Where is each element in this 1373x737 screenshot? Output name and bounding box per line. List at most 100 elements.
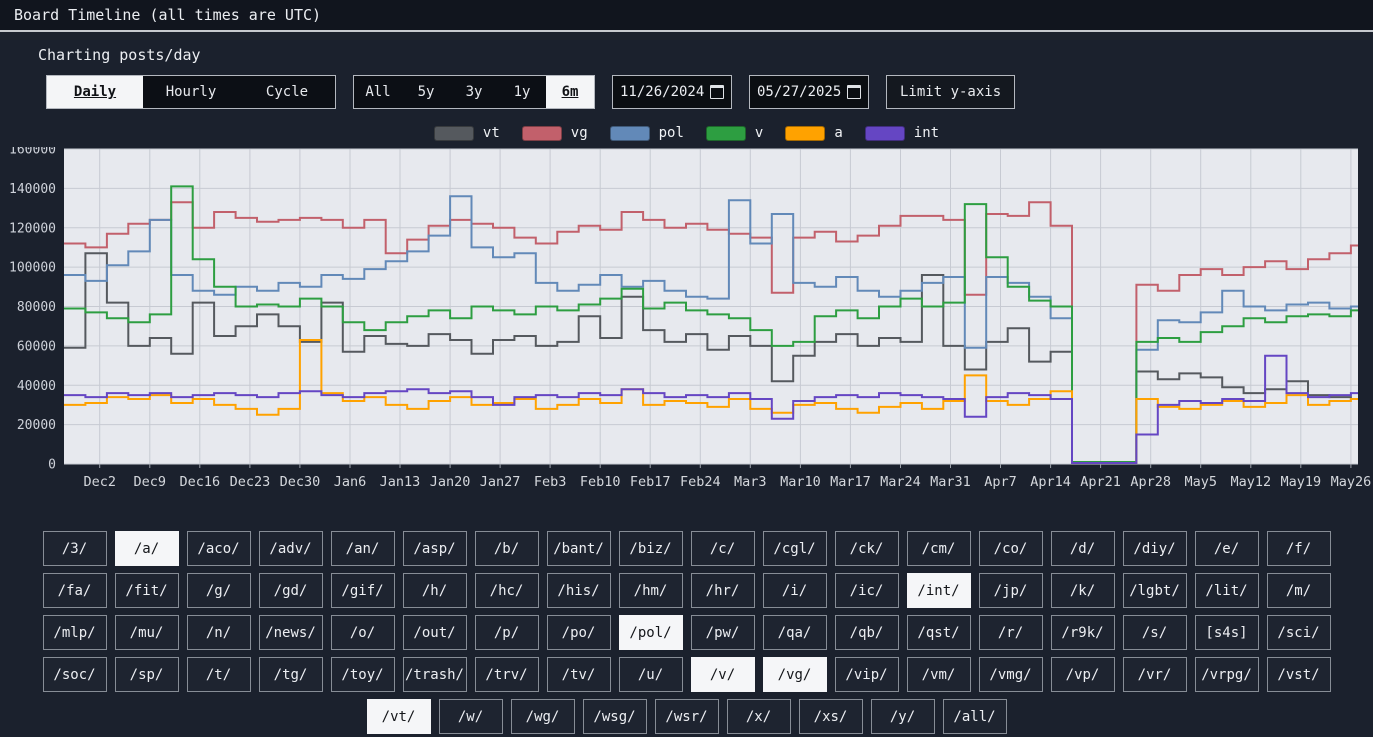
board-button-adv[interactable]: /adv/ <box>258 531 323 566</box>
calendar-icon[interactable] <box>847 85 861 99</box>
board-button-mlp[interactable]: /mlp/ <box>42 615 107 650</box>
board-button-qst[interactable]: /qst/ <box>906 615 971 650</box>
range-button-6m[interactable]: 6m <box>546 76 594 108</box>
board-button-g[interactable]: /g/ <box>186 573 251 608</box>
legend-item-v[interactable]: v <box>705 125 763 141</box>
board-button-p[interactable]: /p/ <box>474 615 539 650</box>
board-button-xs[interactable]: /xs/ <box>798 699 863 734</box>
board-button-v[interactable]: /v/ <box>690 657 755 692</box>
board-button-out[interactable]: /out/ <box>402 615 467 650</box>
board-button-trash[interactable]: /trash/ <box>402 657 467 692</box>
board-button-biz[interactable]: /biz/ <box>618 531 683 566</box>
board-button-o[interactable]: /o/ <box>330 615 395 650</box>
board-button-gd[interactable]: /gd/ <box>258 573 323 608</box>
board-button-diy[interactable]: /diy/ <box>1122 531 1187 566</box>
mode-button-cycle[interactable]: Cycle <box>265 84 309 100</box>
board-button-qa[interactable]: /qa/ <box>762 615 827 650</box>
range-button-1y[interactable]: 1y <box>513 84 531 100</box>
board-button-toy[interactable]: /toy/ <box>330 657 395 692</box>
board-button-hc[interactable]: /hc/ <box>474 573 539 608</box>
legend-item-pol[interactable]: pol <box>609 125 684 141</box>
board-button-ic[interactable]: /ic/ <box>834 573 899 608</box>
board-button-3[interactable]: /3/ <box>42 531 107 566</box>
board-button-t[interactable]: /t/ <box>186 657 251 692</box>
board-button-sp[interactable]: /sp/ <box>114 657 179 692</box>
board-button-vm[interactable]: /vm/ <box>906 657 971 692</box>
board-button-tv[interactable]: /tv/ <box>546 657 611 692</box>
limit-y-axis-button[interactable]: Limit y-axis <box>886 75 1016 109</box>
board-button-pw[interactable]: /pw/ <box>690 615 755 650</box>
board-button-i[interactable]: /i/ <box>762 573 827 608</box>
board-button-hm[interactable]: /hm/ <box>618 573 683 608</box>
board-button-y[interactable]: /y/ <box>870 699 935 734</box>
board-button-an[interactable]: /an/ <box>330 531 395 566</box>
board-button-w[interactable]: /w/ <box>438 699 503 734</box>
board-button-hr[interactable]: /hr/ <box>690 573 755 608</box>
board-button-wg[interactable]: /wg/ <box>510 699 575 734</box>
board-button-soc[interactable]: /soc/ <box>42 657 107 692</box>
legend-item-vt[interactable]: vt <box>433 125 500 141</box>
board-button-n[interactable]: /n/ <box>186 615 251 650</box>
mode-button-hourly[interactable]: Hourly <box>165 84 217 100</box>
board-button-wsg[interactable]: /wsg/ <box>582 699 647 734</box>
board-button-vip[interactable]: /vip/ <box>834 657 899 692</box>
board-button-b[interactable]: /b/ <box>474 531 539 566</box>
board-button-d[interactable]: /d/ <box>1050 531 1115 566</box>
board-button-s[interactable]: /s/ <box>1122 615 1187 650</box>
board-button-vst[interactable]: /vst/ <box>1266 657 1331 692</box>
start-date-input[interactable]: 11/26/2024 <box>612 75 732 109</box>
board-button-lit[interactable]: /lit/ <box>1194 573 1259 608</box>
board-button-e[interactable]: /e/ <box>1194 531 1259 566</box>
board-button-a[interactable]: /a/ <box>114 531 179 566</box>
board-button-trv[interactable]: /trv/ <box>474 657 539 692</box>
calendar-icon[interactable] <box>710 85 724 99</box>
board-button-vrpg[interactable]: /vrpg/ <box>1194 657 1259 692</box>
board-button-vmg[interactable]: /vmg/ <box>978 657 1043 692</box>
board-button-int[interactable]: /int/ <box>906 573 971 608</box>
board-button-tg[interactable]: /tg/ <box>258 657 323 692</box>
board-button-all[interactable]: /all/ <box>942 699 1007 734</box>
board-button-mu[interactable]: /mu/ <box>114 615 179 650</box>
board-button-aco[interactable]: /aco/ <box>186 531 251 566</box>
board-button-co[interactable]: /co/ <box>978 531 1043 566</box>
board-button-vp[interactable]: /vp/ <box>1050 657 1115 692</box>
legend-item-vg[interactable]: vg <box>521 125 588 141</box>
end-date-input[interactable]: 05/27/2025 <box>749 75 869 109</box>
board-button-fit[interactable]: /fit/ <box>114 573 179 608</box>
board-button-r9k[interactable]: /r9k/ <box>1050 615 1115 650</box>
board-button-asp[interactable]: /asp/ <box>402 531 467 566</box>
board-button-vr[interactable]: /vr/ <box>1122 657 1187 692</box>
board-button-vt[interactable]: /vt/ <box>366 699 431 734</box>
board-button-x[interactable]: /x/ <box>726 699 791 734</box>
board-button-vg[interactable]: /vg/ <box>762 657 827 692</box>
range-button-3y[interactable]: 3y <box>465 84 483 100</box>
board-button-bant[interactable]: /bant/ <box>546 531 611 566</box>
board-button-fa[interactable]: /fa/ <box>42 573 107 608</box>
board-button-pol[interactable]: /pol/ <box>618 615 683 650</box>
range-button-5y[interactable]: 5y <box>417 84 435 100</box>
board-button-sci[interactable]: /sci/ <box>1266 615 1331 650</box>
board-button-his[interactable]: /his/ <box>546 573 611 608</box>
legend-item-int[interactable]: int <box>864 125 939 141</box>
board-button-c[interactable]: /c/ <box>690 531 755 566</box>
board-button-po[interactable]: /po/ <box>546 615 611 650</box>
board-button-ck[interactable]: /ck/ <box>834 531 899 566</box>
board-button-h[interactable]: /h/ <box>402 573 467 608</box>
board-button-cgl[interactable]: /cgl/ <box>762 531 827 566</box>
board-button-lgbt[interactable]: /lgbt/ <box>1122 573 1187 608</box>
board-button-f[interactable]: /f/ <box>1266 531 1331 566</box>
board-button-r[interactable]: /r/ <box>978 615 1043 650</box>
board-button-news[interactable]: /news/ <box>258 615 323 650</box>
board-button-k[interactable]: /k/ <box>1050 573 1115 608</box>
board-button-u[interactable]: /u/ <box>618 657 683 692</box>
board-button-wsr[interactable]: /wsr/ <box>654 699 719 734</box>
board-button-jp[interactable]: /jp/ <box>978 573 1043 608</box>
board-button-cm[interactable]: /cm/ <box>906 531 971 566</box>
board-button-s4s[interactable]: [s4s] <box>1194 615 1259 650</box>
range-button-all[interactable]: All <box>365 84 391 100</box>
legend-item-a[interactable]: a <box>785 125 843 141</box>
board-button-m[interactable]: /m/ <box>1266 573 1331 608</box>
mode-button-daily[interactable]: Daily <box>47 76 143 108</box>
board-button-qb[interactable]: /qb/ <box>834 615 899 650</box>
board-button-gif[interactable]: /gif/ <box>330 573 395 608</box>
